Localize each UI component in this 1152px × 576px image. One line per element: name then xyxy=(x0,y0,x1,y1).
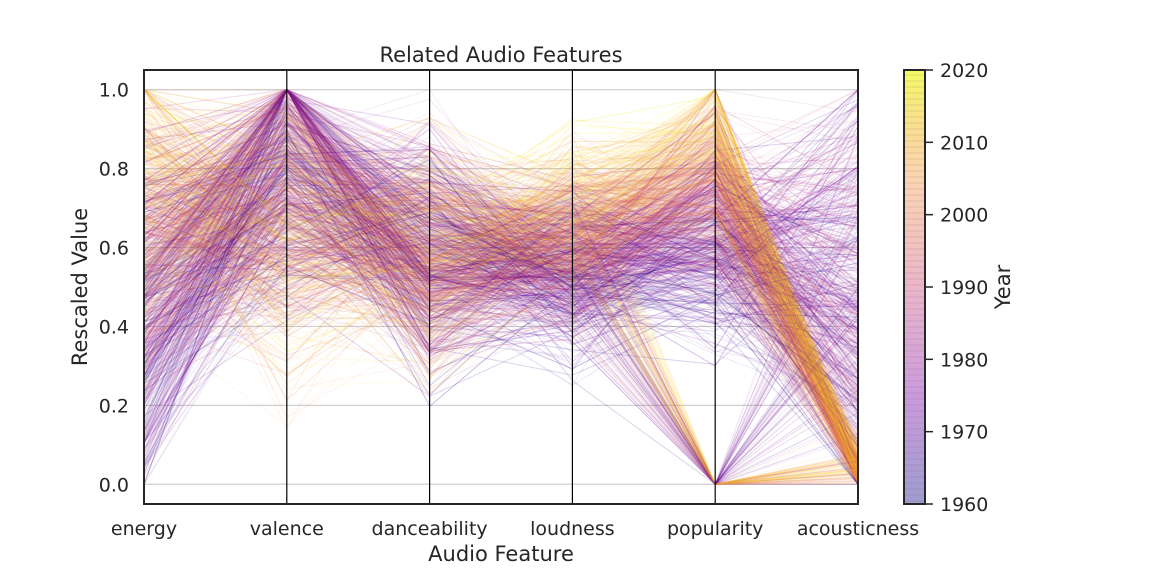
y-axis-label: Rescaled Value xyxy=(68,208,92,366)
colorbar-tick-label: 2020 xyxy=(940,60,988,82)
x-tick-label: energy xyxy=(111,518,177,540)
y-tick-label: 0.8 xyxy=(99,159,129,181)
x-tick-label: loudness xyxy=(530,518,615,540)
colorbar-tick-label: 1970 xyxy=(940,422,988,444)
x-tick-label: danceability xyxy=(372,518,488,540)
x-tick-label: valence xyxy=(250,518,324,540)
colorbar-tick-label: 2000 xyxy=(940,205,988,227)
colorbar-tick-label: 2010 xyxy=(940,132,988,154)
x-tick-labels: energy valence danceability loudness popular… xyxy=(111,518,919,540)
colorbar: 1960 1970 1980 1990 2000 2010 2020 Year xyxy=(904,60,1015,516)
colorbar-tick-label: 1980 xyxy=(940,349,988,371)
x-tick-label: popularity xyxy=(667,518,764,540)
y-tick-label: 1.0 xyxy=(99,80,129,102)
y-tick-label: 0.0 xyxy=(99,474,129,496)
colorbar-tick-label: 1960 xyxy=(940,494,988,516)
colorbar-label: Year xyxy=(991,264,1015,310)
chart-title: Related Audio Features xyxy=(379,43,622,67)
x-axis-label: Audio Feature xyxy=(428,542,574,566)
y-tick-label: 0.2 xyxy=(99,395,129,417)
y-tick-label: 0.4 xyxy=(99,316,129,338)
y-tick-label: 0.6 xyxy=(99,238,129,260)
colorbar-tick-label: 1990 xyxy=(940,277,988,299)
y-tick-labels: 0.0 0.2 0.4 0.6 0.8 1.0 xyxy=(99,80,129,497)
x-tick-label: acousticness xyxy=(797,518,919,540)
data-lines xyxy=(144,90,858,485)
